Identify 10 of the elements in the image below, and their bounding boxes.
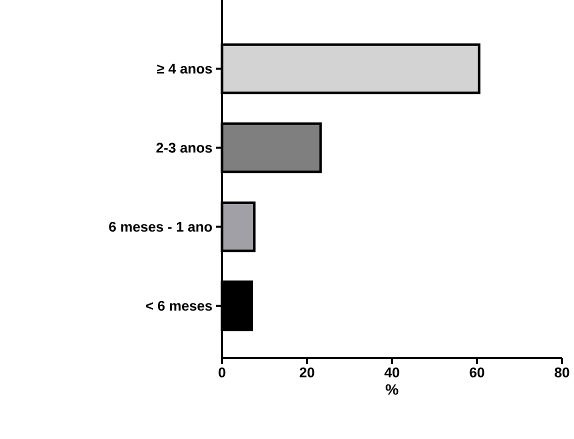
x-tick-label: 80 bbox=[554, 367, 570, 378]
x-tick-label: 60 bbox=[470, 367, 484, 378]
x-tick-label: 40 bbox=[384, 367, 400, 378]
y-tick-label: < 6 meses bbox=[146, 300, 212, 311]
x-axis-title: % bbox=[386, 384, 398, 395]
y-tick-label: 6 meses - 1 ano bbox=[109, 222, 212, 232]
y-tick-label: ≥ 4 anos bbox=[157, 64, 212, 74]
x-tick-label: 20 bbox=[300, 367, 314, 378]
y-tick-label: 2-3 anos bbox=[156, 142, 212, 153]
x-tick-label: 0 bbox=[218, 367, 226, 378]
